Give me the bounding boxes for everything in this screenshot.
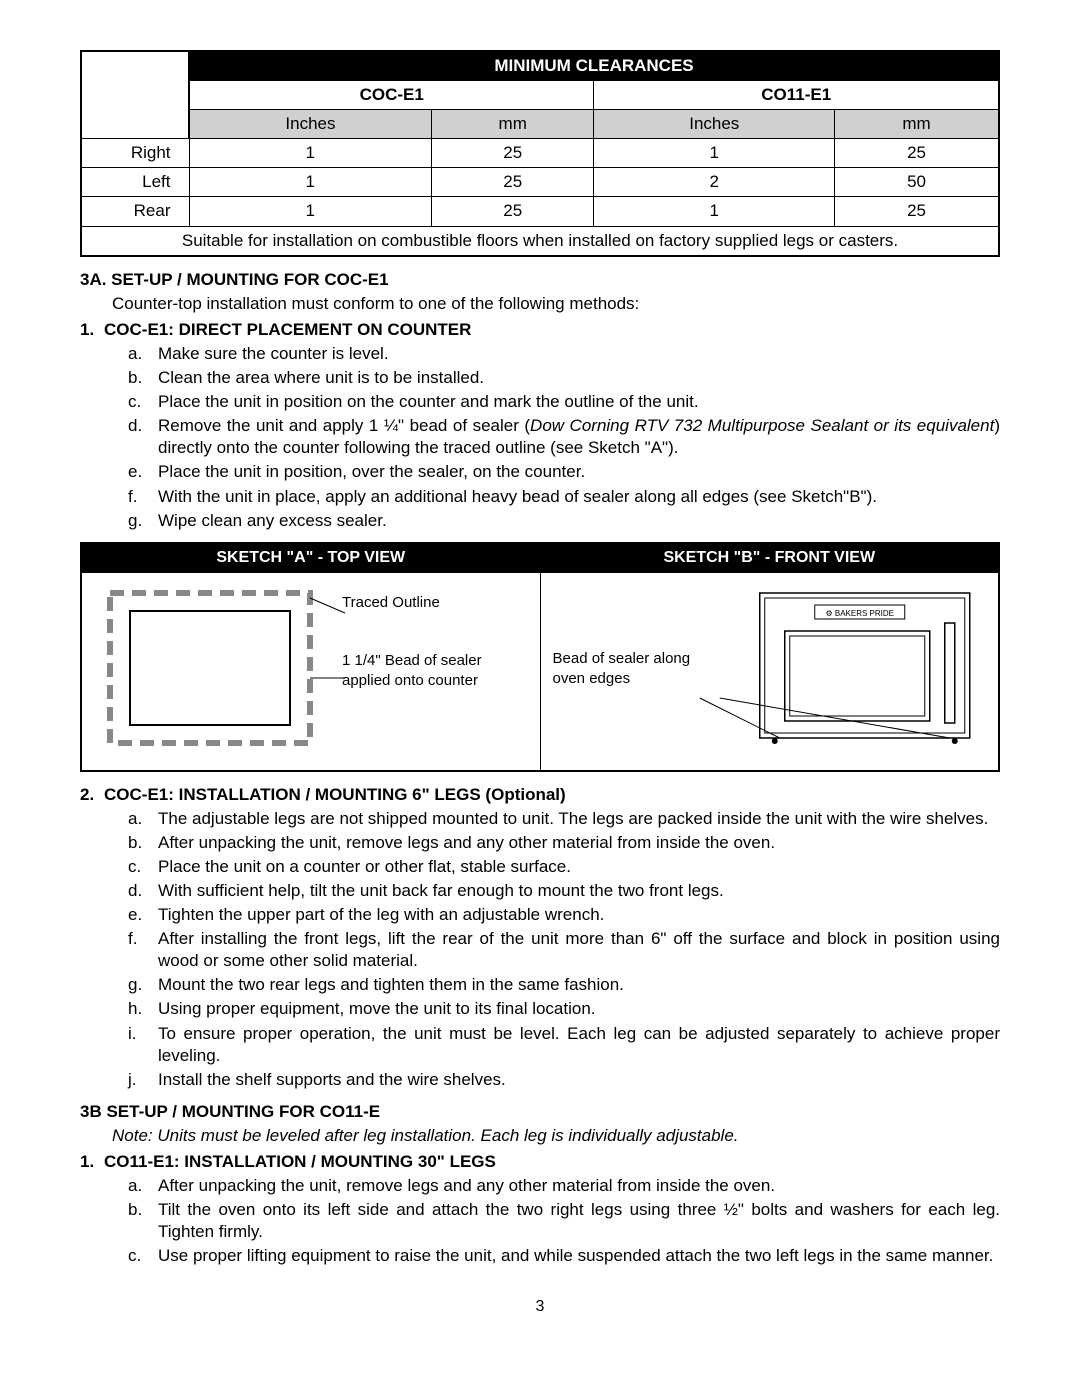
unit-inches: Inches bbox=[189, 110, 431, 139]
item-1: 1. COC-E1: DIRECT PLACEMENT ON COUNTER a… bbox=[80, 319, 1000, 532]
table-title: MINIMUM CLEARANCES bbox=[189, 51, 999, 81]
step: j.Install the shelf supports and the wir… bbox=[104, 1069, 1000, 1091]
unit-mm: mm bbox=[431, 110, 594, 139]
step: c.Place the unit in position on the coun… bbox=[104, 391, 1000, 413]
step: i.To ensure proper operation, the unit m… bbox=[104, 1023, 1000, 1067]
step: a.After unpacking the unit, remove legs … bbox=[104, 1175, 1000, 1197]
sketch-a-label2: 1 1/4" Bead of sealer applied onto count… bbox=[342, 651, 492, 690]
section-3a-heading: 3A. SET-UP / MOUNTING FOR COC-E1 bbox=[80, 269, 1000, 291]
model1-header: COC-E1 bbox=[189, 81, 594, 110]
sketch-b-body: ⚙ BAKERS PRIDE Bead of sealer along oven… bbox=[540, 573, 999, 771]
step: f.After installing the front legs, lift … bbox=[104, 928, 1000, 972]
unit-inches: Inches bbox=[594, 110, 835, 139]
svg-text:⚙ BAKERS PRIDE: ⚙ BAKERS PRIDE bbox=[825, 609, 894, 618]
section-3b-heading: 3B SET-UP / MOUNTING FOR CO11-E bbox=[80, 1101, 1000, 1123]
sketch-b-label: Bead of sealer along oven edges bbox=[553, 649, 703, 688]
step: c.Place the unit on a counter or other f… bbox=[104, 856, 1000, 878]
sketch-b-title: SKETCH "B" - FRONT VIEW bbox=[540, 543, 999, 573]
step: h.Using proper equipment, move the unit … bbox=[104, 998, 1000, 1020]
section-3a-intro: Counter-top installation must conform to… bbox=[112, 293, 1000, 315]
item-2: 2. COC-E1: INSTALLATION / MOUNTING 6" LE… bbox=[80, 784, 1000, 1091]
item-3b1-heading: CO11-E1: INSTALLATION / MOUNTING 30" LEG… bbox=[104, 1152, 496, 1171]
item-3b1: 1. CO11-E1: INSTALLATION / MOUNTING 30" … bbox=[80, 1151, 1000, 1267]
table-row: Rear 1 25 1 25 bbox=[81, 197, 999, 226]
sketch-table: SKETCH "A" - TOP VIEW SKETCH "B" - FRONT… bbox=[80, 542, 1000, 772]
step: c.Use proper lifting equipment to raise … bbox=[104, 1245, 1000, 1267]
item-2-heading: COC-E1: INSTALLATION / MOUNTING 6" LEGS … bbox=[104, 785, 566, 804]
model2-header: CO11-E1 bbox=[594, 81, 999, 110]
step: b.Tilt the oven onto its left side and a… bbox=[104, 1199, 1000, 1243]
clearances-table: MINIMUM CLEARANCES COC-E1 CO11-E1 Inches… bbox=[80, 50, 1000, 257]
item-1-heading: COC-E1: DIRECT PLACEMENT ON COUNTER bbox=[104, 320, 471, 339]
sketch-a-label1: Traced Outline bbox=[342, 593, 440, 613]
step: a.The adjustable legs are not shipped mo… bbox=[104, 808, 1000, 830]
step: b.After unpacking the unit, remove legs … bbox=[104, 832, 1000, 854]
sketch-a-body: Traced Outline 1 1/4" Bead of sealer app… bbox=[81, 573, 540, 771]
step: a.Make sure the counter is level. bbox=[104, 343, 1000, 365]
sketch-a-title: SKETCH "A" - TOP VIEW bbox=[81, 543, 540, 573]
step: g.Wipe clean any excess sealer. bbox=[104, 510, 1000, 532]
table-note-row: Suitable for installation on combustible… bbox=[81, 226, 999, 256]
unit-mm: mm bbox=[835, 110, 999, 139]
step: e.Tighten the upper part of the leg with… bbox=[104, 904, 1000, 926]
step: d. Remove the unit and apply 1 ¼" bead o… bbox=[104, 415, 1000, 459]
step: d.With sufficient help, tilt the unit ba… bbox=[104, 880, 1000, 902]
table-row: Right 1 25 1 25 bbox=[81, 139, 999, 168]
step: f.With the unit in place, apply an addit… bbox=[104, 486, 1000, 508]
step: e.Place the unit in position, over the s… bbox=[104, 461, 1000, 483]
page-number: 3 bbox=[80, 1297, 1000, 1318]
section-3b-note: Note: Units must be leveled after leg in… bbox=[112, 1125, 1000, 1147]
step: b.Clean the area where unit is to be ins… bbox=[104, 367, 1000, 389]
step: g.Mount the two rear legs and tighten th… bbox=[104, 974, 1000, 996]
table-row: Left 1 25 2 50 bbox=[81, 168, 999, 197]
